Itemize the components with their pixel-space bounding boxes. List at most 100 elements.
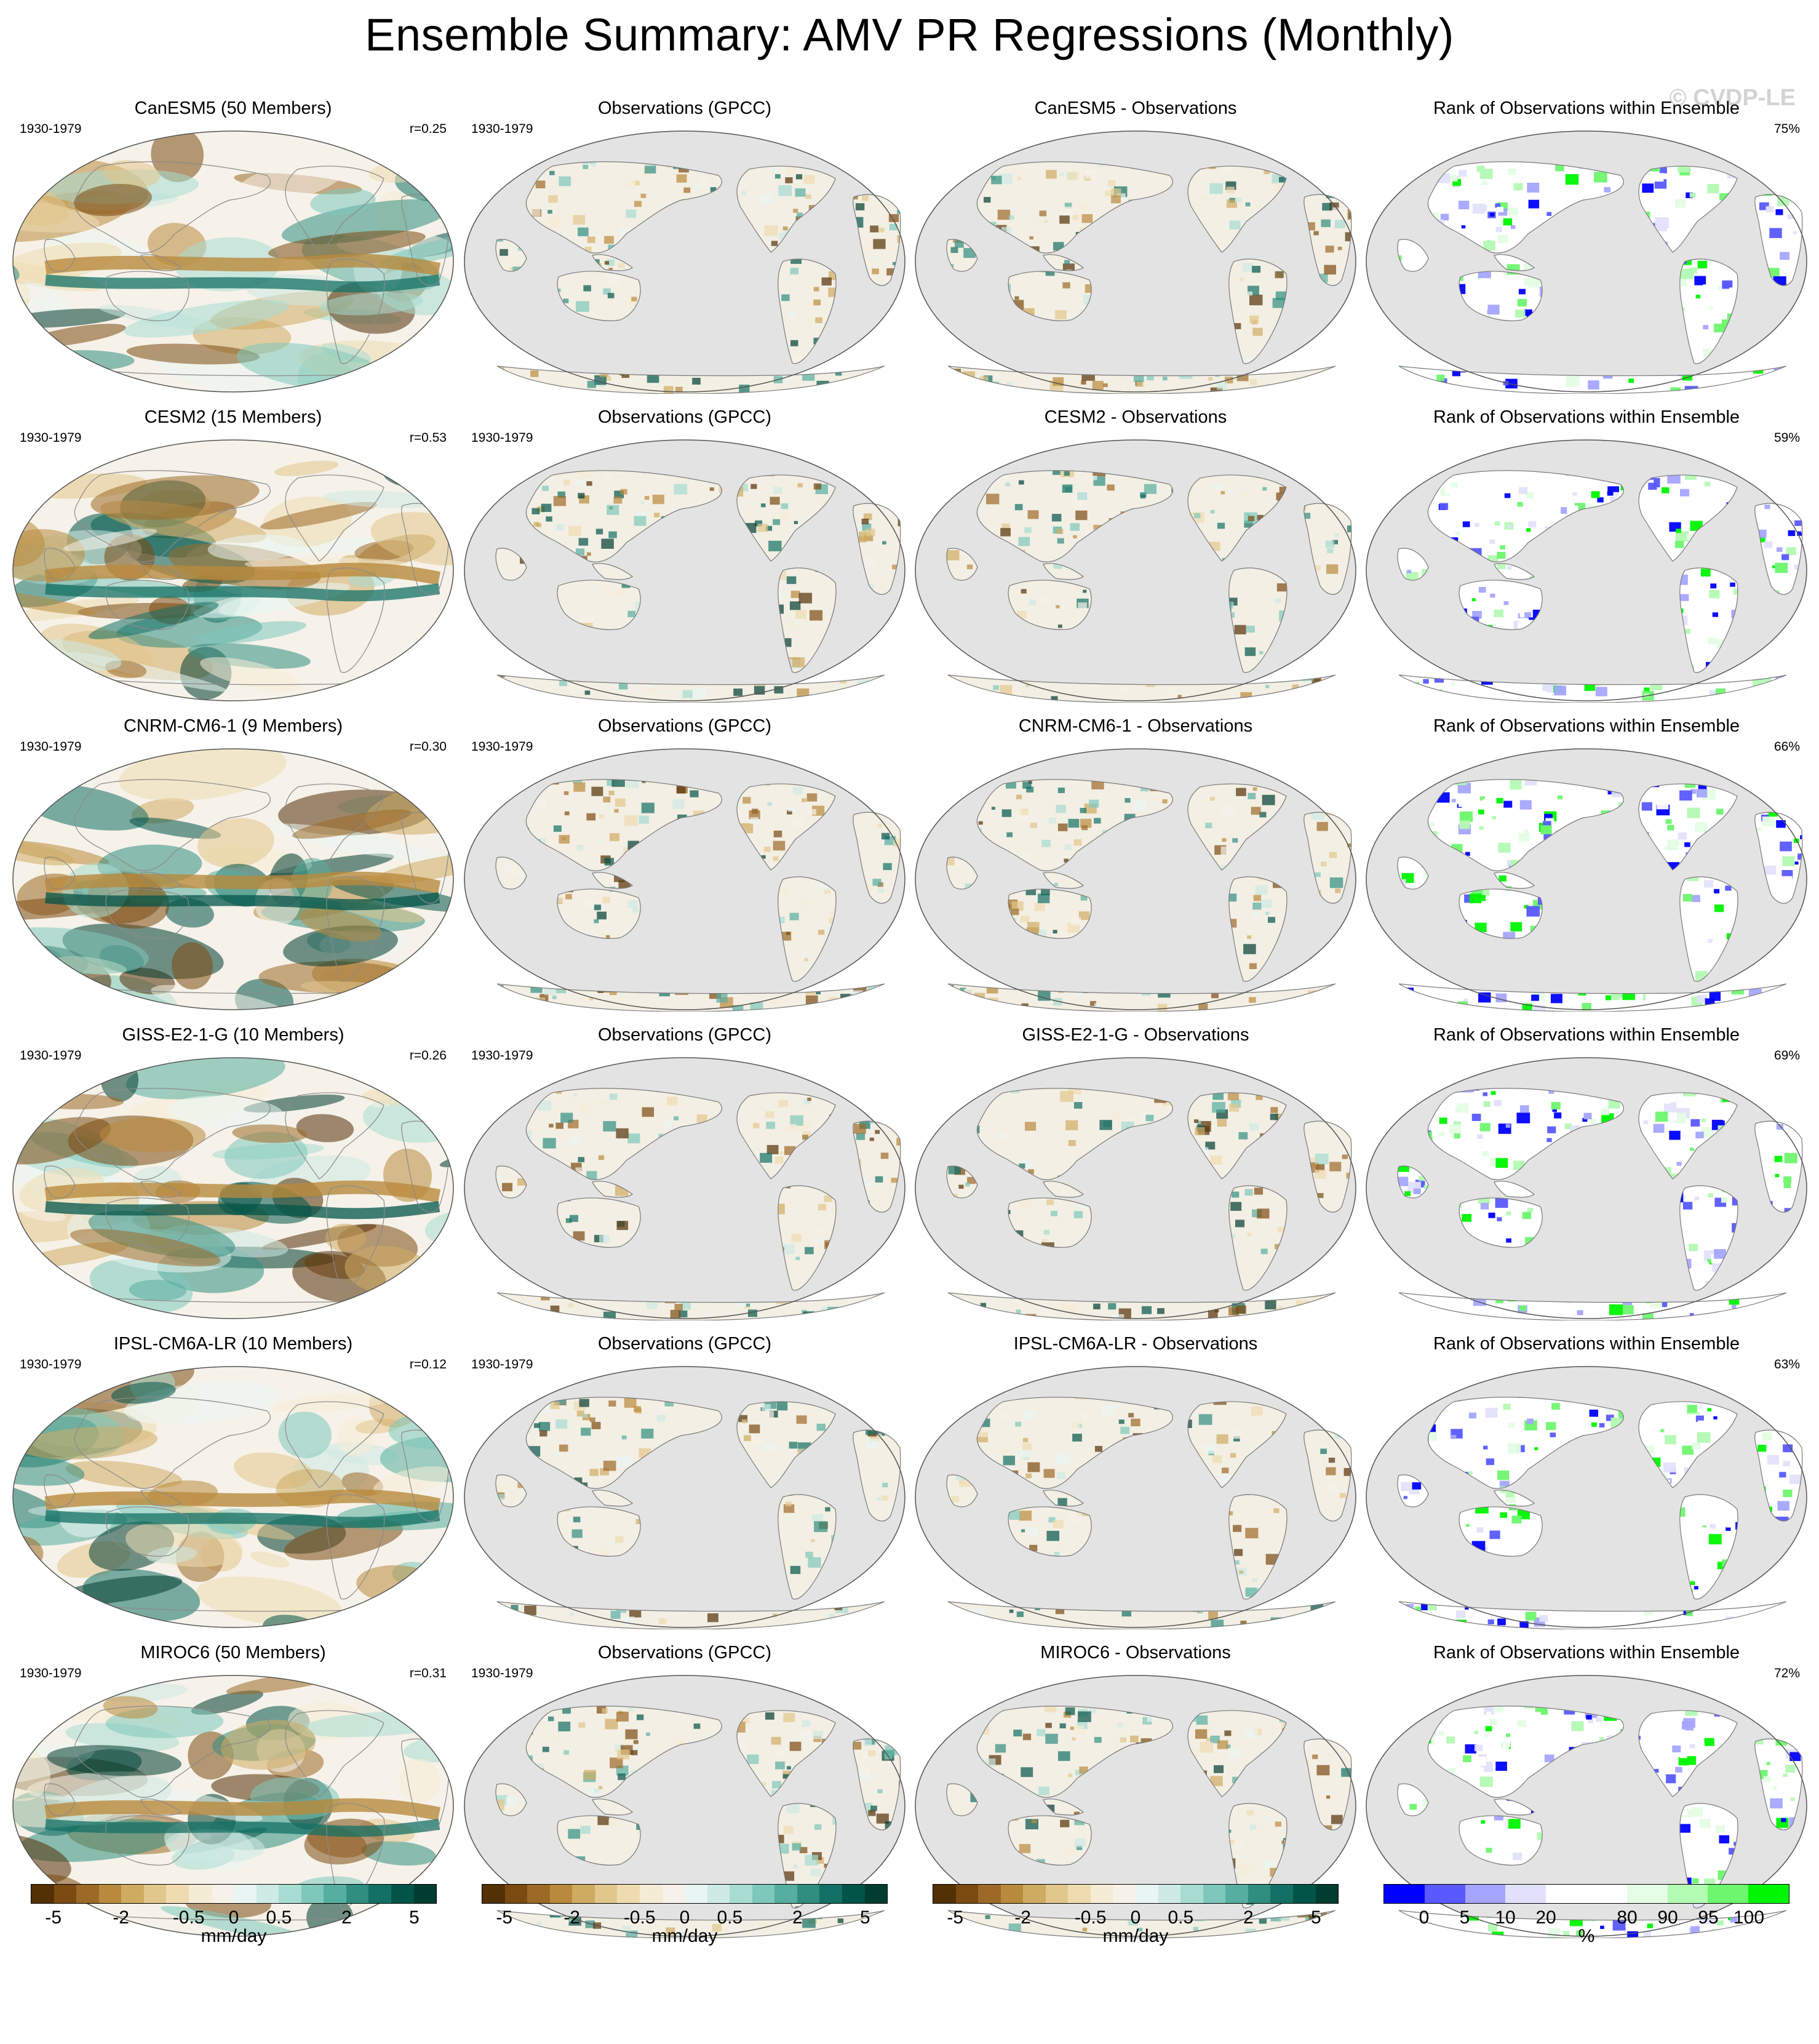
colorbar-swatch <box>1270 1885 1293 1903</box>
colorbar-swatch <box>279 1885 301 1903</box>
colorbar-swatch <box>842 1885 865 1903</box>
correlation-label: r=0.25 <box>409 122 447 136</box>
diff-map <box>915 1057 1356 1320</box>
correlation-label: r=0.26 <box>409 1048 447 1063</box>
panel-title: Rank of Observations within Ensemble <box>1433 1334 1740 1354</box>
colorbar-swatch <box>234 1885 257 1903</box>
diff-panel: IPSL-CM6A-LR - Observations <box>911 1334 1360 1642</box>
model-map <box>12 1366 454 1628</box>
rank-panel: Rank of Observations within Ensemble 69% <box>1362 1025 1811 1333</box>
colorbar-tick: -2 <box>563 1907 580 1928</box>
colorbar-tick: 5 <box>1459 1907 1470 1928</box>
rank-percent: 72% <box>1773 1666 1800 1680</box>
colorbar-swatch <box>1158 1885 1181 1903</box>
panel-title: Observations (GPCC) <box>597 1025 771 1045</box>
diff-panel: CESM2 - Observations <box>911 407 1360 715</box>
model-map <box>12 439 454 701</box>
colorbar: -5 -2 -0.5 0 0.5 2 5 mm/day <box>933 1884 1339 1947</box>
colorbar-swatch <box>1225 1885 1248 1903</box>
colorbar-swatch <box>1090 1885 1113 1903</box>
colorbar-swatch <box>685 1885 707 1903</box>
diff-panel: CNRM-CM6-1 - Observations <box>911 716 1360 1024</box>
panel-title: CNRM-CM6-1 - Observations <box>1018 716 1253 736</box>
diff-panel: GISS-E2-1-G - Observations <box>911 1025 1360 1333</box>
colorbar-tick: -0.5 <box>1074 1907 1107 1928</box>
rank-map <box>1366 1057 1807 1320</box>
panel-title: MIROC6 - Observations <box>1040 1643 1231 1663</box>
colorbar-swatch <box>1384 1885 1425 1903</box>
colorbar-tick: 0 <box>1419 1907 1430 1928</box>
rank-map <box>1366 130 1807 394</box>
period-label: 1930-1979 <box>20 1666 82 1680</box>
colorbar-tick: 2 <box>1243 1907 1254 1928</box>
colorbar-swatch <box>978 1885 1001 1903</box>
colorbar-swatch <box>324 1885 346 1903</box>
colorbar-swatch <box>1424 1885 1465 1903</box>
colorbar-tick: -5 <box>947 1907 964 1928</box>
panel-title: CanESM5 (50 Members) <box>134 98 332 118</box>
rank-panel: Rank of Observations within Ensemble 75% <box>1362 98 1811 406</box>
colorbar-tick: 0.5 <box>1168 1907 1194 1928</box>
diff-map <box>915 748 1356 1012</box>
colorbar-swatch <box>1667 1885 1708 1903</box>
colorbar-swatches <box>31 1884 437 1904</box>
colorbar-swatch <box>301 1885 324 1903</box>
colorbar-unit: % <box>1578 1926 1595 1946</box>
colorbar-swatches <box>1383 1884 1789 1904</box>
colorbar: 0 5 10 20 80 90 95 100% <box>1383 1884 1789 1947</box>
colorbar-tick: 2 <box>341 1907 352 1928</box>
rank-panel: Rank of Observations within Ensemble 63% <box>1362 1334 1811 1642</box>
colorbar-tick: 80 <box>1617 1907 1638 1928</box>
period-label: 1930-1979 <box>20 740 82 754</box>
colorbar-swatch <box>752 1885 775 1903</box>
colorbar-swatch <box>1136 1885 1158 1903</box>
colorbar-swatch <box>1000 1885 1024 1903</box>
colorbar-swatch <box>482 1885 505 1903</box>
colorbar-tick: -5 <box>45 1907 62 1928</box>
panel-title: CESM2 (15 Members) <box>144 407 322 427</box>
colorbar-tick: 0 <box>1130 1907 1141 1928</box>
colorbar-tick: 5 <box>408 1907 420 1928</box>
colorbar-swatch <box>504 1885 528 1903</box>
colorbar-swatch <box>256 1885 279 1903</box>
colorbar-tick: 0 <box>228 1907 239 1928</box>
model-panel: GISS-E2-1-G (10 Members) 1930-1979 r=0.26 <box>9 1025 458 1333</box>
correlation-label: r=0.31 <box>409 1666 447 1680</box>
model-panel: CNRM-CM6-1 (9 Members) 1930-1979 r=0.30 <box>9 716 458 1024</box>
period-label: 1930-1979 <box>471 1048 533 1063</box>
panel-title: GISS-E2-1-G - Observations <box>1022 1025 1249 1045</box>
colorbar-tick: 5 <box>859 1907 870 1928</box>
colorbar-tick: 10 <box>1495 1907 1516 1928</box>
period-label: 1930-1979 <box>471 1357 533 1371</box>
colorbar-swatch <box>662 1885 685 1903</box>
panel-title: GISS-E2-1-G (10 Members) <box>122 1025 344 1045</box>
colorbar-swatch <box>797 1885 820 1903</box>
rank-percent: 59% <box>1773 431 1800 445</box>
colorbar-swatch <box>211 1885 234 1903</box>
correlation-label: r=0.12 <box>409 1357 447 1371</box>
period-label: 1930-1979 <box>471 740 533 754</box>
rank-percent: 66% <box>1773 740 1800 754</box>
panel-title: CanESM5 - Observations <box>1034 98 1237 118</box>
colorbar-tick: -5 <box>496 1907 513 1928</box>
colorbar-swatch <box>54 1885 77 1903</box>
panel-title: Observations (GPCC) <box>597 407 771 427</box>
colorbar-unit: mm/day <box>1102 1926 1169 1946</box>
colorbar-swatch <box>1586 1885 1627 1903</box>
model-map <box>12 1675 454 1937</box>
colorbar-tick: -0.5 <box>623 1907 656 1928</box>
colorbar-swatch <box>1315 1885 1339 1903</box>
colorbar-swatch <box>166 1885 189 1903</box>
colorbar-swatch <box>368 1885 391 1903</box>
panel-title: Rank of Observations within Ensemble <box>1433 716 1740 736</box>
colorbar-swatch <box>121 1885 144 1903</box>
panel-title: Observations (GPCC) <box>597 1643 771 1663</box>
colorbar-tick: 0 <box>679 1907 690 1928</box>
period-label: 1930-1979 <box>20 431 82 445</box>
rank-map <box>1366 748 1807 1012</box>
model-map <box>12 130 454 393</box>
colorbar-swatch <box>572 1885 595 1903</box>
obs-map <box>464 130 906 394</box>
panel-title: Observations (GPCC) <box>597 1334 771 1354</box>
obs-map <box>464 439 906 703</box>
